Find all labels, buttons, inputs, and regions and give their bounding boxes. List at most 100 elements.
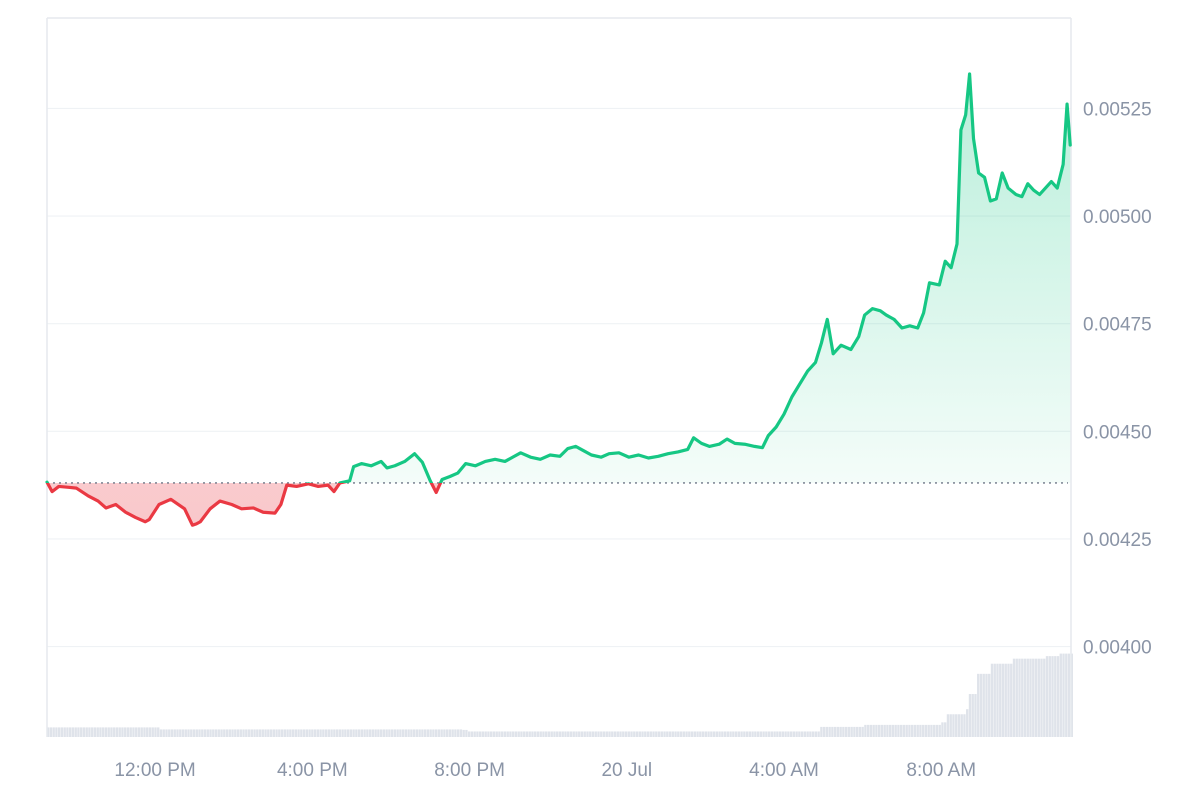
volume-bar	[173, 729, 176, 737]
volume-bar	[789, 731, 793, 737]
volume-bar	[718, 731, 721, 737]
volume-bar	[880, 724, 884, 737]
volume-bar	[470, 731, 474, 737]
volume-bar	[913, 724, 917, 737]
volume-bar	[393, 729, 397, 737]
volume-bar	[696, 731, 699, 737]
volume-bar	[467, 731, 471, 737]
area-below-baseline	[47, 482, 441, 526]
volume-bar	[611, 731, 614, 737]
volume-bar	[490, 731, 493, 737]
volume-bar	[922, 724, 925, 737]
volume-bar	[935, 724, 939, 737]
volume-bar	[732, 731, 735, 737]
volume-bar	[1032, 658, 1035, 737]
volume-bar	[60, 727, 64, 737]
volume-bar	[622, 731, 625, 737]
volume-bar	[275, 729, 278, 737]
volume-bar	[231, 729, 234, 737]
volume-bar	[344, 729, 347, 737]
volume-bar	[374, 729, 377, 737]
volume-bar	[324, 729, 328, 737]
volume-bar	[569, 731, 573, 737]
volume-bar	[316, 729, 320, 737]
volume-bar	[146, 727, 149, 737]
volume-bar	[261, 729, 264, 737]
volume-bar	[787, 731, 790, 737]
volume-bar	[754, 731, 757, 737]
volume-bar	[333, 729, 336, 737]
volume-bar	[410, 729, 413, 737]
volume-bar	[699, 731, 702, 737]
volume-bar	[223, 729, 226, 737]
volume-bar	[674, 731, 677, 737]
volume-bar	[933, 724, 936, 737]
volume-bar	[872, 724, 875, 737]
volume-bar	[619, 731, 622, 737]
volume-bar	[553, 731, 556, 737]
volume-bar	[600, 731, 603, 737]
volume-bar	[1010, 663, 1013, 737]
volume-bar	[451, 729, 454, 737]
volume-bar	[313, 729, 317, 737]
x-tick-label: 12:00 PM	[114, 760, 195, 781]
volume-bar	[1059, 653, 1062, 737]
volume-bar	[803, 731, 807, 737]
x-tick-label: 8:00 AM	[906, 760, 976, 781]
volume-bar	[657, 731, 661, 737]
volume-bar	[247, 729, 251, 737]
volume-bar	[844, 726, 848, 737]
volume-bar	[407, 729, 410, 737]
volume-bar	[800, 731, 804, 737]
volume-bar	[245, 729, 248, 737]
volume-bar	[966, 709, 969, 737]
volume-bar	[165, 729, 168, 737]
volume-bar	[129, 727, 132, 737]
volume-bar	[795, 731, 798, 737]
volume-bar	[1048, 656, 1051, 737]
volume-bar	[855, 726, 859, 737]
volume-bar	[985, 673, 988, 737]
volume-bar	[250, 729, 253, 737]
volume-bar	[886, 724, 889, 737]
volume-bar	[267, 729, 270, 737]
volume-bar	[990, 663, 994, 737]
volume-bar	[897, 724, 900, 737]
volume-bar	[908, 724, 911, 737]
volume-bar	[368, 729, 372, 737]
volume-bar	[512, 731, 515, 737]
volume-bar	[564, 731, 567, 737]
volume-bar	[66, 727, 69, 737]
volume-bar	[919, 724, 922, 737]
volume-bar	[349, 729, 353, 737]
volume-bar	[481, 731, 485, 737]
volume-bar	[434, 729, 438, 737]
volume-bar	[586, 731, 589, 737]
volume-bar	[377, 729, 380, 737]
volume-bar	[971, 694, 974, 737]
volume-bar	[531, 731, 534, 737]
volume-bar	[426, 729, 430, 737]
volume-bar	[366, 729, 369, 737]
volume-bar	[388, 729, 391, 737]
volume-bar	[1029, 658, 1032, 737]
volume-bar	[132, 727, 135, 737]
volume-bar	[550, 731, 553, 737]
volume-bar	[770, 731, 774, 737]
volume-bar	[583, 731, 586, 737]
volume-bar	[280, 729, 284, 737]
volume-bar	[379, 729, 383, 737]
volume-bar	[641, 731, 644, 737]
volume-bar	[335, 729, 339, 737]
volume-bar	[69, 727, 72, 737]
volume-bar	[999, 663, 1002, 737]
volume-bar	[462, 729, 465, 737]
volume-bar	[883, 724, 886, 737]
volume-bar	[1040, 658, 1043, 737]
volume-bar	[1037, 658, 1040, 737]
volume-bar	[963, 714, 966, 737]
volume-bar	[900, 724, 903, 737]
volume-bar	[765, 731, 768, 737]
volume-bar	[941, 722, 944, 737]
